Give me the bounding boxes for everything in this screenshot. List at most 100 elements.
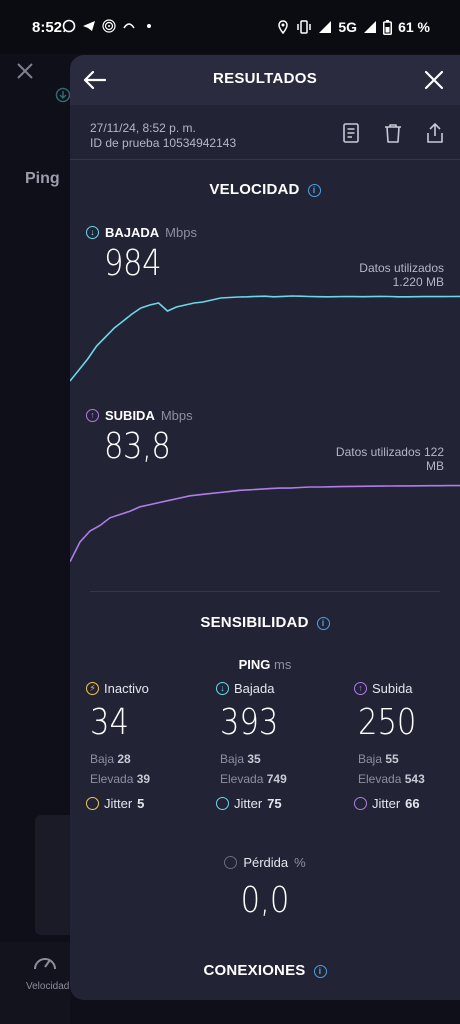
download-unit: Mbps [165,225,197,240]
system-icons: 5G 61 % [276,19,430,35]
ping-upload-low-value: 55 [385,752,399,766]
upload-chart [70,484,460,563]
ping-download-label-text: Bajada [234,681,275,696]
loss-icon [224,856,238,869]
download-series-line [70,295,460,382]
ping-download-jitter-label: Jitter [234,796,263,811]
upload-label-text: SUBIDA [105,408,155,423]
connections-section-title: CONEXIONES i [70,962,460,979]
ping-download-low: Baja 35 [220,752,336,766]
background-ping-label: Ping [25,170,60,187]
connections-title-text: CONEXIONES [203,962,306,979]
ping-idle-column: ⚡ Inactivo 34 Baja 28 Elevada 39 Jitter … [86,681,206,811]
download-label: ↓ BAJADA Mbps [86,225,197,240]
jitter-icon [86,797,99,810]
ping-download-jitter: Jitter 75 [216,796,336,811]
ping-upload-jitter-value: 66 [405,796,420,811]
upload-icon: ↑ [354,682,367,695]
download-data-used: Datos utilizados 1.220 MB [359,261,444,289]
share-icon[interactable] [424,122,446,144]
ping-download-jitter-value: 75 [267,796,282,811]
info-icon[interactable]: i [313,965,327,978]
ping-idle-low-value: 28 [117,752,131,766]
ping-idle-low: Baja 28 [90,752,206,766]
ping-download-value: 393 [220,702,279,743]
background-nav [0,942,70,1024]
packet-loss-unit: % [294,855,306,870]
fingerprint-icon [102,19,116,33]
ping-idle-jitter: Jitter 5 [86,796,206,811]
info-icon[interactable]: i [307,184,321,197]
ping-idle-jitter-label: Jitter [104,796,133,811]
speed-title-text: VELOCIDAD [209,181,300,198]
upload-data-used-label: Datos utilizados 122 [335,445,444,459]
upload-value: 83,8 [104,426,171,467]
download-chart [70,295,460,382]
upload-data-used-value: MB [426,459,444,473]
ping-download-low-label: Baja [220,752,245,766]
packet-loss-value: 0,0 [240,880,290,921]
ping-upload-label-text: Subida [372,681,413,696]
app-icon [123,23,135,29]
jitter-icon [354,797,367,810]
divider [90,591,440,592]
ping-label: PING [238,657,271,672]
ping-idle-low-label: Baja [90,752,115,766]
speed-section-title: VELOCIDAD i [70,181,460,198]
ping-download-low-value: 35 [247,752,261,766]
responsiveness-section-title: SENSIBILIDAD i [70,614,460,631]
test-date: 27/11/24, 8:52 p. m. [90,121,196,135]
ping-upload-high-value: 543 [404,772,425,786]
packet-loss-label-text: Pérdida [243,855,289,870]
ping-upload-jitter-label: Jitter [372,796,401,811]
ping-upload-label: ↑ Subida [354,681,460,696]
notification-icons [62,19,156,33]
ping-idle-label: ⚡ Inactivo [86,681,206,696]
close-icon[interactable] [422,68,446,92]
ping-download-high-label: Elevada [220,772,264,786]
test-meta: 27/11/24, 8:52 p. m. ID de prueba 105349… [90,121,236,151]
ping-idle-high-label: Elevada [90,772,134,786]
idle-icon: ⚡ [86,682,99,695]
ping-header: PING ms [70,657,460,672]
battery-level: 61 % [398,19,430,35]
status-time: 8:52 [32,19,63,36]
background-close-icon [17,63,33,79]
whatsapp-icon [62,19,76,33]
delete-icon[interactable] [382,122,404,144]
background-nav-label: Velocidad [26,981,70,992]
upload-data-used: Datos utilizados 122 MB [336,445,444,473]
download-value: 984 [104,243,162,284]
upload-series-line [70,484,460,563]
packet-loss: Pérdida % 0,0 [70,855,460,921]
document-icon[interactable] [340,122,362,144]
download-icon: ↓ [86,226,99,239]
ping-idle-jitter-value: 5 [137,796,145,811]
test-id: ID de prueba 10534942143 [90,136,237,150]
download-data-used-label: Datos utilizados [359,261,444,275]
ping-download-label: ↓ Bajada [216,681,336,696]
signal-icon [319,21,332,33]
ping-upload-value: 250 [358,702,417,743]
status-bar: 8:52 5G 61 % [0,0,460,54]
back-arrow-icon[interactable] [82,67,108,93]
download-data-used-value: 1.220 MB [392,275,444,289]
download-icon: ↓ [216,682,229,695]
network-type: 5G [338,19,358,35]
upload-unit: Mbps [160,408,193,423]
upload-label: ↑ SUBIDA Mbps [86,408,193,423]
signal-bars-icon [364,21,377,33]
upload-icon: ↑ [86,409,99,422]
ping-unit: ms [274,657,292,672]
ping-upload-column: ↑ Subida 250 Baja 55 Elevada 543 Jitter … [354,681,460,811]
speedometer-icon [34,958,56,970]
ping-download-column: ↓ Bajada 393 Baja 35 Elevada 749 Jitter … [216,681,336,811]
jitter-icon [216,797,229,810]
result-actions [340,122,446,144]
vibrate-icon [297,20,312,34]
background-download-icon [55,87,71,103]
info-icon[interactable]: i [316,617,330,630]
results-sheet: RESULTADOS 27/11/24, 8:52 p. m. ID de pr… [70,55,460,1000]
ping-idle-value: 34 [90,702,129,743]
location-icon [278,20,289,34]
